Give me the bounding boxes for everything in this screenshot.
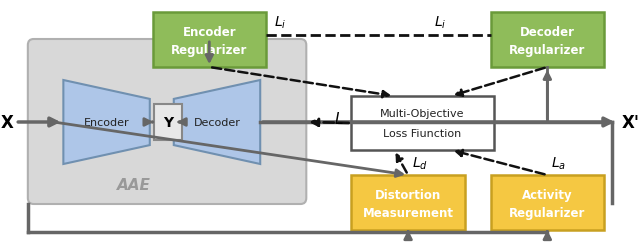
Text: $L_d$: $L_d$ [412, 155, 428, 172]
Text: $L_a$: $L_a$ [551, 155, 566, 172]
Text: Y: Y [163, 115, 173, 130]
Text: $L_i$: $L_i$ [434, 14, 446, 30]
Bar [491, 13, 604, 68]
Text: Activity: Activity [522, 188, 573, 201]
Text: Regularizer: Regularizer [171, 44, 248, 57]
Text: Regularizer: Regularizer [509, 44, 586, 57]
Text: Multi-Objective: Multi-Objective [380, 109, 465, 119]
Polygon shape [63, 81, 150, 164]
Text: Decoder: Decoder [520, 26, 575, 39]
Bar [153, 13, 266, 68]
Bar [154, 105, 182, 140]
Text: Regularizer: Regularizer [509, 206, 586, 219]
Text: Measurement: Measurement [363, 206, 454, 219]
Text: $L$: $L$ [334, 111, 344, 127]
Text: Encoder: Encoder [84, 117, 129, 128]
FancyBboxPatch shape [28, 40, 307, 204]
Polygon shape [174, 81, 260, 164]
Bar [351, 97, 493, 150]
Bar [491, 175, 604, 230]
Bar [351, 175, 465, 230]
Text: X': X' [621, 114, 639, 132]
Text: Loss Fiunction: Loss Fiunction [383, 128, 461, 138]
Text: $L_i$: $L_i$ [274, 14, 286, 30]
Text: X: X [1, 114, 13, 132]
Text: Distortion: Distortion [375, 188, 441, 201]
Text: AAE: AAE [116, 177, 150, 192]
Text: Decoder: Decoder [193, 117, 241, 128]
Text: Encoder: Encoder [182, 26, 236, 39]
